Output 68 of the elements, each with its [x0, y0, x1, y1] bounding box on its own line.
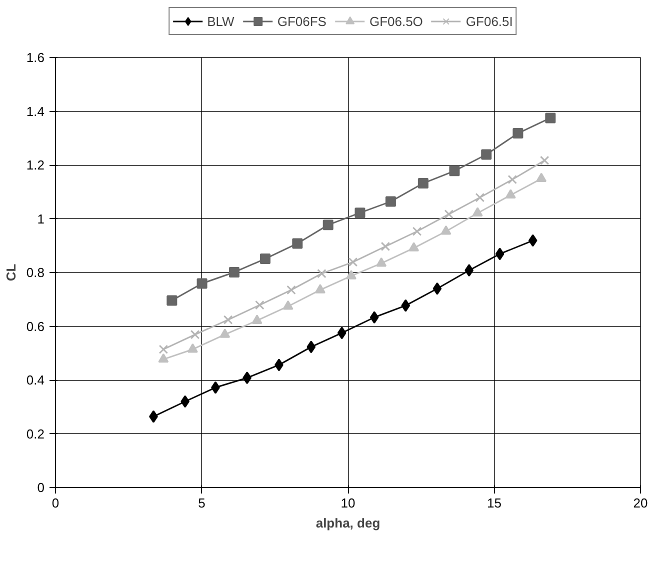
point	[322, 220, 334, 230]
point	[242, 372, 252, 384]
y-tick-label: 1	[37, 211, 45, 226]
point	[158, 353, 169, 363]
point	[286, 285, 296, 295]
point	[432, 282, 442, 295]
y-tick-label: 1.4	[26, 104, 45, 119]
point	[412, 226, 422, 236]
point	[255, 300, 264, 310]
point	[228, 266, 240, 278]
y-tick-label: 1.6	[26, 50, 45, 65]
point	[354, 208, 366, 218]
point	[418, 178, 428, 189]
point	[440, 225, 452, 235]
legend-label: GF06.5O	[369, 14, 423, 28]
y-tick-label: 0.2	[26, 426, 45, 442]
x-tick-label: 5	[198, 496, 206, 510]
point	[187, 343, 198, 353]
point	[158, 344, 168, 354]
point	[314, 284, 326, 294]
point	[337, 326, 346, 340]
point	[292, 238, 303, 249]
point	[223, 315, 233, 324]
x-axis-title: alpha, deg	[316, 516, 380, 530]
legend-label: GF06FS	[277, 14, 326, 28]
point	[408, 242, 420, 252]
y-tick-label: 0.4	[26, 372, 45, 388]
point	[220, 328, 230, 338]
y-tick-label: 0	[37, 480, 45, 495]
y-tick-label: 0.6	[26, 318, 45, 334]
point	[282, 300, 294, 310]
point	[380, 242, 390, 252]
point	[260, 254, 270, 264]
point	[449, 166, 460, 176]
legend-label: GF06.5I	[466, 14, 513, 28]
point	[545, 112, 556, 124]
point	[385, 196, 396, 207]
legend-label: BLW	[207, 14, 234, 28]
y-tick-label: 0.8	[26, 265, 45, 280]
point	[348, 257, 358, 267]
point	[536, 172, 547, 182]
point	[540, 156, 550, 166]
point	[475, 192, 485, 202]
point	[346, 270, 356, 280]
point	[505, 189, 516, 198]
point	[444, 210, 454, 219]
point	[528, 234, 538, 247]
point	[166, 295, 178, 306]
point	[317, 268, 326, 278]
x-tick-label: 0	[52, 496, 60, 510]
point	[306, 340, 316, 354]
point	[508, 174, 518, 184]
point	[370, 311, 379, 324]
point	[472, 207, 483, 216]
point	[252, 314, 262, 324]
point	[512, 128, 524, 139]
point	[376, 257, 387, 267]
x-tick-label: 20	[633, 496, 648, 510]
point	[190, 330, 200, 340]
x-tick-label: 10	[340, 496, 356, 510]
y-tick-label: 1.2	[26, 158, 45, 172]
y-axis-title: CL	[3, 264, 18, 282]
point	[401, 299, 410, 312]
point	[481, 149, 492, 160]
point	[196, 278, 208, 289]
x-tick-label: 15	[487, 496, 502, 510]
point	[495, 248, 504, 260]
point	[464, 264, 474, 277]
